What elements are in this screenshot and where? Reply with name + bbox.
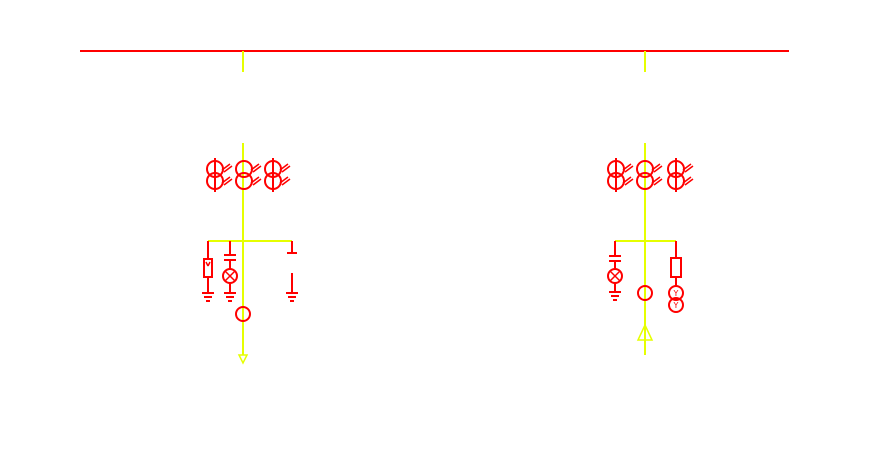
feeder-left-ct-group bbox=[206, 158, 291, 192]
arrow-up-icon bbox=[636, 323, 654, 341]
vt-wye-label: Y bbox=[673, 289, 679, 298]
capacitor-lamp-icon bbox=[607, 241, 623, 301]
capacitor-lamp-icon bbox=[222, 241, 238, 302]
surge-arrester-icon bbox=[202, 241, 214, 302]
vt-wye-label: Y bbox=[673, 301, 679, 310]
feeder-right: Y Y bbox=[607, 51, 694, 355]
feeder-right-terminal-circle bbox=[637, 285, 653, 301]
fuse-voltage-transformer-icon: Y Y bbox=[668, 241, 684, 313]
feeder-left-terminal-circle bbox=[235, 306, 251, 322]
current-transformer-icon bbox=[636, 160, 663, 190]
current-transformer-icon bbox=[235, 160, 262, 190]
current-transformer-icon bbox=[667, 158, 694, 192]
feeder-left bbox=[202, 51, 298, 365]
ground-switch-icon bbox=[286, 241, 298, 302]
feeder-right-ct-group bbox=[607, 158, 694, 192]
arrow-down-icon bbox=[237, 354, 249, 365]
current-transformer-icon bbox=[206, 158, 233, 192]
current-transformer-icon bbox=[264, 158, 291, 192]
current-transformer-icon bbox=[607, 158, 634, 192]
